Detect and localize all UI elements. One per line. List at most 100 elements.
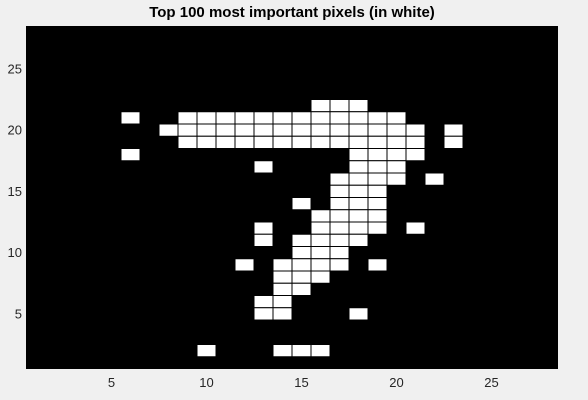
heatmap-cell <box>272 282 293 296</box>
heatmap-cell <box>329 221 350 235</box>
heatmap-cell <box>291 111 312 125</box>
heatmap-cell <box>253 111 274 125</box>
heatmap-cell <box>177 123 198 137</box>
heatmap-cell <box>253 295 274 309</box>
heatmap-cell <box>348 184 369 198</box>
heatmap-cell <box>405 221 426 235</box>
cells-layer <box>120 99 464 358</box>
heatmap-cell <box>443 135 464 149</box>
heatmap-cell <box>196 135 217 149</box>
heatmap-cell <box>367 123 388 137</box>
heatmap-cell <box>405 148 426 162</box>
heatmap-cell <box>367 135 388 149</box>
heatmap-cell <box>291 270 312 284</box>
heatmap-cell <box>348 148 369 162</box>
heatmap-cell <box>272 258 293 272</box>
heatmap-cell <box>196 344 217 358</box>
heatmap-cell <box>291 246 312 260</box>
heatmap-cell <box>291 233 312 247</box>
heatmap-cell <box>253 307 274 321</box>
heatmap-cell <box>329 123 350 137</box>
heatmap-cell <box>215 111 236 125</box>
heatmap-cell <box>291 282 312 296</box>
heatmap-cell <box>348 233 369 247</box>
heatmap-cell <box>329 233 350 247</box>
heatmap-cell <box>272 307 293 321</box>
heatmap-cell <box>253 233 274 247</box>
y-tick-label: 20 <box>8 123 22 138</box>
heatmap-cell <box>196 123 217 137</box>
heatmap-cell <box>215 135 236 149</box>
heatmap-cell <box>424 172 445 186</box>
heatmap-cell <box>367 258 388 272</box>
heatmap-cell <box>177 135 198 149</box>
x-tick-label: 25 <box>484 375 498 390</box>
heatmap-cell <box>310 221 331 235</box>
heatmap-cell <box>120 111 141 125</box>
heatmap-cell <box>272 295 293 309</box>
heatmap-cell <box>291 258 312 272</box>
heatmap-cell <box>158 123 179 137</box>
heatmap-cell <box>348 135 369 149</box>
heatmap-cell <box>386 160 407 174</box>
heatmap-cell <box>253 221 274 235</box>
heatmap-cell <box>215 123 236 137</box>
heatmap-cell <box>348 172 369 186</box>
heatmap-cell <box>329 172 350 186</box>
heatmap-cell <box>234 123 255 137</box>
heatmap-cell <box>443 123 464 137</box>
heatmap-cell <box>348 111 369 125</box>
y-axis: 5 10 15 20 25 <box>8 61 22 321</box>
heatmap-cell <box>367 209 388 223</box>
heatmap-cell <box>310 99 331 113</box>
heatmap-cell <box>348 123 369 137</box>
heatmap-cell <box>291 135 312 149</box>
heatmap-cell <box>234 111 255 125</box>
heatmap-cell <box>329 135 350 149</box>
heatmap-cell <box>291 197 312 211</box>
y-tick-label: 25 <box>8 61 22 76</box>
heatmap-cell <box>348 99 369 113</box>
heatmap-cell <box>310 258 331 272</box>
heatmap-cell <box>120 148 141 162</box>
heatmap-cell <box>367 111 388 125</box>
heatmap-cell <box>386 148 407 162</box>
heatmap-cell <box>177 111 198 125</box>
heatmap-cell <box>386 135 407 149</box>
heatmap-cell <box>348 209 369 223</box>
heatmap-cell <box>329 99 350 113</box>
heatmap-cell <box>234 135 255 149</box>
heatmap-cell <box>272 123 293 137</box>
heatmap-cell <box>348 197 369 211</box>
heatmap-cell <box>272 111 293 125</box>
heatmap-cell <box>367 172 388 186</box>
heatmap-cell <box>253 135 274 149</box>
x-tick-label: 5 <box>108 375 115 390</box>
heatmap-cell <box>310 270 331 284</box>
heatmap-cell <box>405 135 426 149</box>
x-tick-label: 10 <box>199 375 213 390</box>
heatmap-cell <box>386 123 407 137</box>
heatmap-cell <box>310 111 331 125</box>
heatmap-cell <box>405 123 426 137</box>
heatmap-cell <box>329 184 350 198</box>
heatmap-cell <box>329 246 350 260</box>
x-tick-label: 15 <box>294 375 308 390</box>
heatmap-cell <box>367 160 388 174</box>
heatmap-cell <box>367 197 388 211</box>
heatmap-cell <box>310 344 331 358</box>
heatmap-cell <box>253 160 274 174</box>
heatmap-cell <box>348 221 369 235</box>
y-tick-label: 15 <box>8 184 22 199</box>
heatmap-cell <box>272 135 293 149</box>
y-tick-label: 10 <box>8 245 22 260</box>
heatmap-cell <box>253 123 274 137</box>
x-axis: 5 10 15 20 25 <box>108 375 499 390</box>
heatmap-cell <box>310 135 331 149</box>
heatmap-cell <box>386 111 407 125</box>
heatmap-cell <box>367 184 388 198</box>
heatmap-cell <box>272 270 293 284</box>
heatmap-cell <box>348 307 369 321</box>
